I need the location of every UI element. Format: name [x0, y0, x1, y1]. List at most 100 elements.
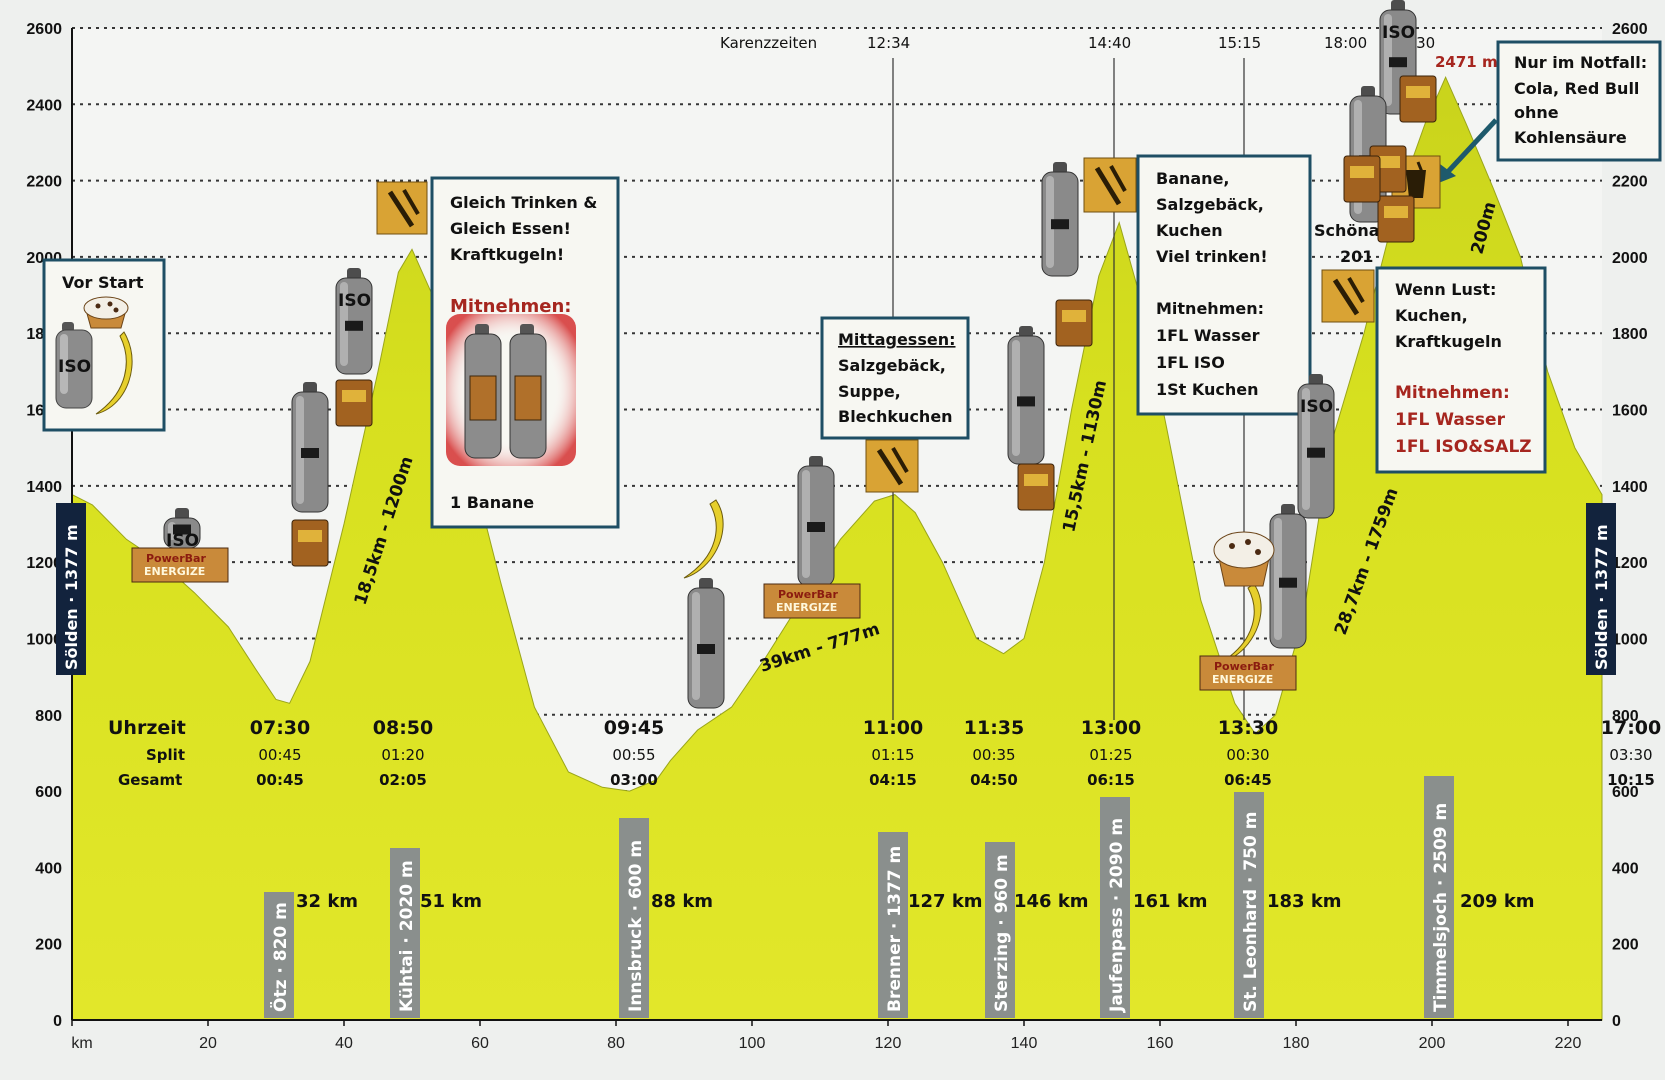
box-schoenau-line-2: Kuchen,	[1395, 306, 1468, 325]
time-row-label: Split	[146, 746, 185, 764]
x-ticks: km 20 40 60 80 100 120 140 160 180 200 220	[71, 1020, 1581, 1052]
banana-icon	[683, 499, 724, 579]
pass-label: St. Leonhard · 750 m	[1241, 812, 1261, 1012]
bottle-icon	[1269, 504, 1307, 649]
peak-elevation-label: 2471 m	[1435, 53, 1498, 71]
karenz-time: 18:00	[1324, 34, 1367, 52]
time-cell: 17:00	[1601, 717, 1661, 739]
y-tick-label: 2600	[1612, 21, 1648, 38]
pass-km: 209 km	[1460, 891, 1535, 912]
pass-label-bg	[1100, 797, 1130, 1018]
pass-km: 51 km	[420, 891, 482, 912]
bottle-icon	[1007, 326, 1045, 465]
y-tick-label: 1200	[1612, 555, 1648, 572]
box-vor-start: Vor Start ISO	[42, 258, 166, 432]
y-tick-label: 600	[35, 784, 62, 801]
pass-label-bg	[1424, 776, 1454, 1018]
pass-km: 183 km	[1267, 891, 1342, 912]
pass-label: Jaufenpass · 2090 m	[1107, 818, 1127, 1013]
x-tick-label: km	[71, 1035, 92, 1052]
side-label-right: Sölden · 1377 m	[1586, 503, 1616, 675]
powerbar-brand: PowerBar	[778, 588, 838, 601]
split-cell: 01:20	[381, 746, 424, 764]
iso-label: ISO	[338, 291, 371, 311]
box-kuehtai: Gleich Trinken & Gleich Essen! Kraftkuge…	[430, 176, 620, 529]
y-tick-label: 1600	[1612, 403, 1648, 420]
time-cell: 07:30	[250, 717, 310, 739]
side-label-left: Sölden · 1377 m	[56, 503, 86, 675]
total-cell: 00:45	[256, 771, 304, 789]
pass-label-bg	[878, 832, 908, 1018]
box-kuehtai-mitnehmen: Mitnehmen:	[450, 296, 572, 317]
total-cell: 06:15	[1087, 771, 1135, 789]
y-tick-label: 2000	[1612, 250, 1648, 267]
gel-icon	[1377, 195, 1415, 243]
karenz-time: 15:15	[1218, 34, 1261, 52]
box-jaufen-item-2: 1FL ISO	[1156, 353, 1225, 372]
time-cell: 09:45	[604, 717, 664, 739]
box-jaufen-item-1: 1FL Wasser	[1156, 326, 1260, 345]
side-label-left-text: Sölden · 1377 m	[62, 524, 81, 670]
y-tick-label: 800	[35, 708, 62, 725]
box-notfall-line-2: Cola, Red Bull	[1514, 79, 1639, 98]
pass-label-bg	[1234, 792, 1264, 1018]
cutlery-icon	[1083, 157, 1137, 213]
split-cell: 00:55	[612, 746, 655, 764]
powerbar-product: ENERGIZE	[776, 601, 837, 614]
y-tick-label: 2400	[26, 97, 62, 114]
iso-label: ISO	[1300, 397, 1333, 417]
time-cell: 11:35	[964, 717, 1024, 739]
bottle-icon: ISO	[55, 322, 93, 409]
x-tick-label: 100	[739, 1035, 766, 1052]
y-tick-label: 1400	[26, 479, 62, 496]
box-schoenau-line-3: Kraftkugeln	[1395, 332, 1502, 351]
y-tick-label: 1000	[1612, 631, 1648, 648]
bottle-icon: ISO	[163, 508, 201, 551]
box-schoenau-line-1: Wenn Lust:	[1395, 280, 1496, 299]
pass-label: Timmelsjoch · 2509 m	[1431, 803, 1451, 1012]
split-cell: 01:25	[1089, 746, 1132, 764]
pass-label-bg	[390, 848, 420, 1018]
pass-label-bg	[619, 818, 649, 1018]
x-tick-label: 120	[875, 1035, 902, 1052]
y-tick-label: 1000	[26, 631, 62, 648]
gel-icon	[1055, 299, 1093, 347]
box-jaufen: Banane, Salzgebäck, Kuchen Viel trinken!…	[1136, 154, 1312, 416]
total-cell: 10:15	[1607, 771, 1655, 789]
y-tick-label: 2200	[1612, 174, 1648, 191]
x-tick-label: 80	[607, 1035, 625, 1052]
box-jaufen-item-3: 1St Kuchen	[1156, 380, 1259, 399]
time-cell: 08:50	[373, 717, 433, 739]
y-tick-label: 2600	[26, 21, 62, 38]
iso-label: ISO	[58, 357, 91, 377]
total-cell: 03:00	[610, 771, 658, 789]
gel-icon	[1343, 155, 1381, 203]
box-vor-start-title: Vor Start	[62, 273, 144, 292]
muffin-icon	[1213, 531, 1275, 587]
supply-icons: ISOPowerBarENERGIZEISOPowerBarENERGIZEIS…	[131, 0, 1437, 709]
box-brenner-line-2: Suppe,	[838, 382, 901, 401]
pass-km: 127 km	[908, 891, 983, 912]
pass-label: Brenner · 1377 m	[885, 846, 905, 1012]
y-tick-label: 200	[35, 937, 62, 954]
split-cell: 00:45	[258, 746, 301, 764]
box-brenner: Mittagessen: Salzgebäck, Suppe, Blechkuc…	[820, 316, 970, 440]
box-kuehtai-line-2: Gleich Essen!	[450, 219, 571, 238]
bottle-icon	[797, 456, 835, 587]
side-label-right-text: Sölden · 1377 m	[1592, 524, 1611, 670]
y-tick-label: 1400	[1612, 479, 1648, 496]
pass-labels: Ötz · 820 m32 km Kühtai · 2020 m 51 km Inns…	[264, 776, 1535, 1018]
x-tick-label: 160	[1147, 1035, 1174, 1052]
split-cell: 00:30	[1226, 746, 1269, 764]
bottle-icon	[291, 382, 329, 513]
gel-icon	[1399, 75, 1437, 123]
box-schoenau-mitnehmen: Mitnehmen:	[1395, 383, 1510, 403]
powerbar-brand: PowerBar	[1214, 660, 1274, 673]
pass-label: Kühtai · 2020 m	[397, 860, 417, 1012]
bottle-icon	[687, 578, 725, 709]
split-cell: 03:30	[1609, 746, 1652, 764]
box-notfall: Nur im Notfall: Cola, Red Bull ohne Kohl…	[1496, 40, 1662, 162]
y-tick-label: 1800	[1612, 326, 1648, 343]
y-tick-label: 400	[1612, 860, 1639, 877]
bottle-icon	[464, 324, 502, 459]
